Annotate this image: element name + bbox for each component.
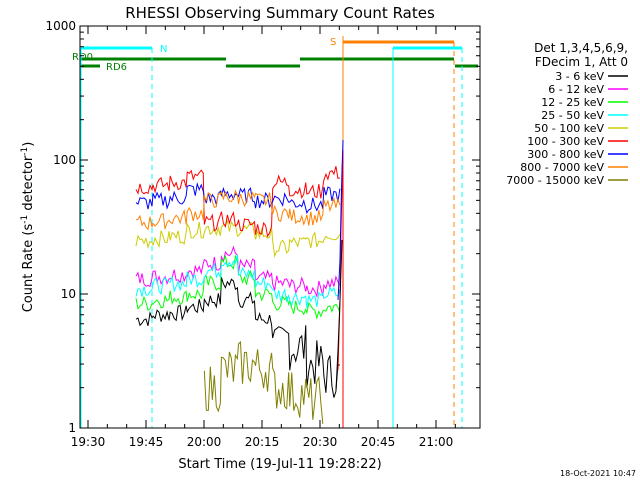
series-line-5-0 (135, 166, 340, 238)
legend-entry-5: 100 - 300 keV (527, 135, 604, 148)
y-tick-label-1: 10 (61, 287, 76, 301)
y-tick-label-3: 1000 (45, 19, 76, 33)
legend-entry-0: 3 - 6 keV (555, 70, 604, 83)
x-tick-label-3: 20:15 (245, 435, 280, 449)
spike-black (335, 239, 343, 391)
y-tick-label-0: 1 (68, 421, 76, 435)
legend: Det 1,3,4,5,6,9, FDecim 1, Att 0 3 - 6 k… (506, 41, 628, 187)
y-tick-label-2: 100 (53, 153, 76, 167)
x-axis-label: Start Time (19-Jul-11 19:28:22) (178, 457, 381, 472)
legend-entry-1: 6 - 12 keV (548, 83, 604, 96)
series-line-0-0 (135, 277, 341, 398)
legend-header-line1: Det 1,3,4,5,6,9, (534, 41, 628, 55)
flag-label-2: RD0 (72, 52, 93, 63)
series-line-3-0 (135, 254, 341, 308)
series-line-7-0 (135, 189, 341, 231)
series-3 (135, 254, 341, 308)
flag-label-1: S (330, 37, 336, 48)
y-axis: 1 10 100 1000 (45, 19, 480, 435)
legend-entry-7: 800 - 7000 keV (520, 161, 604, 174)
x-tick-label-0: 19:30 (71, 435, 106, 449)
series-line-4-0 (135, 219, 341, 259)
x-axis: 19:30 19:45 20:00 20:15 20:30 20:45 21:00 (71, 26, 456, 449)
series-7 (135, 189, 341, 231)
plot-area: N S RD0 RD6 (72, 36, 478, 428)
series-5 (135, 166, 340, 238)
flare-spike (335, 139, 344, 428)
x-tick-label-4: 20:30 (303, 435, 338, 449)
series-8 (203, 340, 324, 424)
legend-entry-6: 300 - 800 keV (527, 148, 604, 161)
x-tick-label-2: 20:00 (187, 435, 222, 449)
series-0 (135, 277, 341, 398)
legend-header-line2: FDecim 1, Att 0 (535, 55, 628, 69)
y-axis-label: Count Rate (s-1 detector-1) (20, 142, 36, 313)
x-tick-label-1: 19:45 (129, 435, 164, 449)
x-tick-label-5: 20:45 (361, 435, 396, 449)
plot-frame (79, 25, 481, 429)
legend-entry-3: 25 - 50 keV (541, 109, 604, 122)
legend-entry-8: 7000 - 15000 keV (506, 174, 604, 187)
x-tick-label-6: 21:00 (419, 435, 454, 449)
timestamp: 18-Oct-2021 10:47 (560, 469, 636, 478)
series-line-8-0 (203, 340, 324, 424)
legend-entry-4: 50 - 100 keV (534, 122, 604, 135)
flag-label-3: RD6 (106, 62, 127, 73)
legend-entry-2: 12 - 25 keV (541, 96, 604, 109)
chart-title: RHESSI Observing Summary Count Rates (125, 4, 435, 22)
spike-blue (337, 139, 344, 301)
observing-flags: N S RD0 RD6 (72, 37, 478, 73)
boundary-lines (80, 36, 463, 428)
flag-label-0: N (160, 44, 167, 55)
series-4 (135, 219, 341, 259)
